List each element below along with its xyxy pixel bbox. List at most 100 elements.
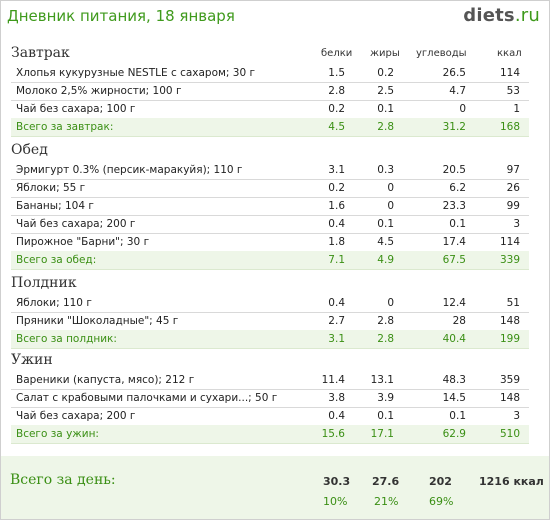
kcal-value: 1 (513, 103, 520, 115)
food-row: Яблоки; 110 г 0.4 0 12.4 51 (11, 294, 529, 313)
fat-value: 13.1 (370, 374, 394, 386)
protein-total: 7.1 (328, 254, 345, 266)
carbs-value: 48.3 (442, 374, 466, 386)
food-row: Салат с крабовыми палочками и сухари...;… (11, 389, 529, 408)
protein-value: 2.7 (328, 315, 345, 327)
fat-value: 0.1 (377, 103, 394, 115)
column-header-protein: белки (321, 48, 353, 59)
carbs-value: 0.1 (449, 410, 466, 422)
fat-value: 0.1 (377, 410, 394, 422)
day-total-panel (1, 456, 549, 519)
food-name: Салат с крабовыми палочками и сухари...;… (16, 392, 278, 404)
protein-value: 3.8 (328, 392, 345, 404)
meal-total-label: Всего за завтрак: (16, 121, 114, 133)
carbs-total: 31.2 (442, 121, 466, 133)
meal-total-label: Всего за полдник: (16, 333, 117, 345)
food-name: Хлопья кукурузные NESTLE с сахаром; 30 г (16, 67, 256, 79)
fat-value: 0 (387, 182, 394, 194)
day-fat-percent: 21% (374, 495, 399, 508)
day-carbs-total: 202 (429, 475, 452, 488)
kcal-value: 97 (506, 164, 520, 176)
fat-total: 2.8 (377, 121, 394, 133)
food-row: Яблоки; 55 г 0.2 0 6.2 26 (11, 179, 529, 198)
food-name: Молоко 2,5% жирности; 100 г (16, 85, 182, 97)
protein-value: 1.8 (328, 236, 345, 248)
food-row: Эрмигурт 0.3% (персик-маракуйя); 110 г 3… (11, 161, 529, 180)
food-name: Пирожное "Барни"; 30 г (16, 236, 150, 248)
food-row: Чай без сахара; 200 г 0.4 0.1 0.1 3 (11, 407, 529, 426)
kcal-value: 359 (499, 374, 520, 386)
protein-value: 1.6 (328, 200, 345, 212)
protein-total: 3.1 (328, 333, 345, 345)
carbs-value: 14.5 (442, 392, 466, 404)
food-row: Чай без сахара; 200 г 0.4 0.1 0.1 3 (11, 215, 529, 234)
carbs-value: 0.1 (449, 218, 466, 230)
food-row: Бананы; 104 г 1.6 0 23.3 99 (11, 197, 529, 216)
protein-value: 0.4 (328, 297, 345, 309)
carbs-total: 62.9 (442, 428, 466, 440)
protein-value: 0.4 (328, 218, 345, 230)
meal-total-label: Всего за ужин: (16, 428, 99, 440)
column-header-carbs: углеводы (416, 48, 467, 59)
meal-total-row: Всего за завтрак: 4.5 2.8 31.2 168 (11, 118, 529, 137)
kcal-total: 199 (499, 333, 520, 345)
carbs-value: 12.4 (442, 297, 466, 309)
logo-tld: .ru (514, 5, 540, 26)
fat-value: 2.5 (377, 85, 394, 97)
carbs-value: 23.3 (442, 200, 466, 212)
protein-value: 0.4 (328, 410, 345, 422)
meal-title-breakfast: Завтрак (11, 45, 70, 61)
food-name: Яблоки; 110 г (16, 297, 92, 309)
site-logo[interactable]: diets.ru (463, 5, 540, 26)
fat-value: 0.2 (377, 67, 394, 79)
food-name: Эрмигурт 0.3% (персик-маракуйя); 110 г (16, 164, 243, 176)
carbs-total: 67.5 (442, 254, 466, 266)
kcal-value: 148 (499, 392, 520, 404)
food-row: Вареники (капуста, мясо); 212 г 11.4 13.… (11, 371, 529, 390)
food-name: Чай без сахара; 200 г (16, 410, 136, 422)
carbs-total: 40.4 (442, 333, 466, 345)
carbs-value: 20.5 (442, 164, 466, 176)
day-fat-total: 27.6 (372, 475, 400, 488)
protein-value: 1.5 (328, 67, 345, 79)
day-total-label: Всего за день: (10, 472, 116, 488)
fat-total: 17.1 (370, 428, 394, 440)
carbs-value: 0 (459, 103, 466, 115)
meal-title-snack: Полдник (11, 275, 77, 291)
kcal-value: 99 (506, 200, 520, 212)
fat-value: 2.8 (377, 315, 394, 327)
protein-value: 11.4 (321, 374, 345, 386)
protein-value: 0.2 (328, 103, 345, 115)
meal-total-row: Всего за ужин: 15.6 17.1 62.9 510 (11, 425, 529, 444)
fat-value: 0.3 (377, 164, 394, 176)
carbs-value: 26.5 (442, 67, 466, 79)
column-header-fat: жиры (370, 48, 400, 59)
food-row: Хлопья кукурузные NESTLE с сахаром; 30 г… (11, 64, 529, 83)
fat-total: 2.8 (377, 333, 394, 345)
food-row: Пирожное "Барни"; 30 г 1.8 4.5 17.4 114 (11, 233, 529, 252)
protein-value: 2.8 (328, 85, 345, 97)
carbs-value: 4.7 (449, 85, 466, 97)
fat-value: 0.1 (377, 218, 394, 230)
meal-total-row: Всего за обед: 7.1 4.9 67.5 339 (11, 251, 529, 270)
meal-title-lunch: Обед (11, 142, 48, 158)
fat-value: 0 (387, 297, 394, 309)
food-name: Бананы; 104 г (16, 200, 94, 212)
carbs-value: 17.4 (442, 236, 466, 248)
fat-value: 0 (387, 200, 394, 212)
food-name: Пряники "Шоколадные"; 45 г (16, 315, 179, 327)
logo-brand: diets (463, 5, 515, 26)
meal-total-row: Всего за полдник: 3.1 2.8 40.4 199 (11, 330, 529, 349)
meal-total-label: Всего за обед: (16, 254, 97, 266)
protein-total: 15.6 (321, 428, 345, 440)
day-protein-total: 30.3 (323, 475, 351, 488)
kcal-value: 114 (499, 236, 520, 248)
food-name: Чай без сахара; 200 г (16, 218, 136, 230)
meal-title-dinner: Ужин (11, 352, 53, 368)
day-carbs-percent: 69% (429, 495, 454, 508)
fat-total: 4.9 (377, 254, 394, 266)
food-name: Яблоки; 55 г (16, 182, 86, 194)
kcal-value: 26 (506, 182, 520, 194)
kcal-value: 53 (506, 85, 520, 97)
carbs-value: 6.2 (449, 182, 466, 194)
